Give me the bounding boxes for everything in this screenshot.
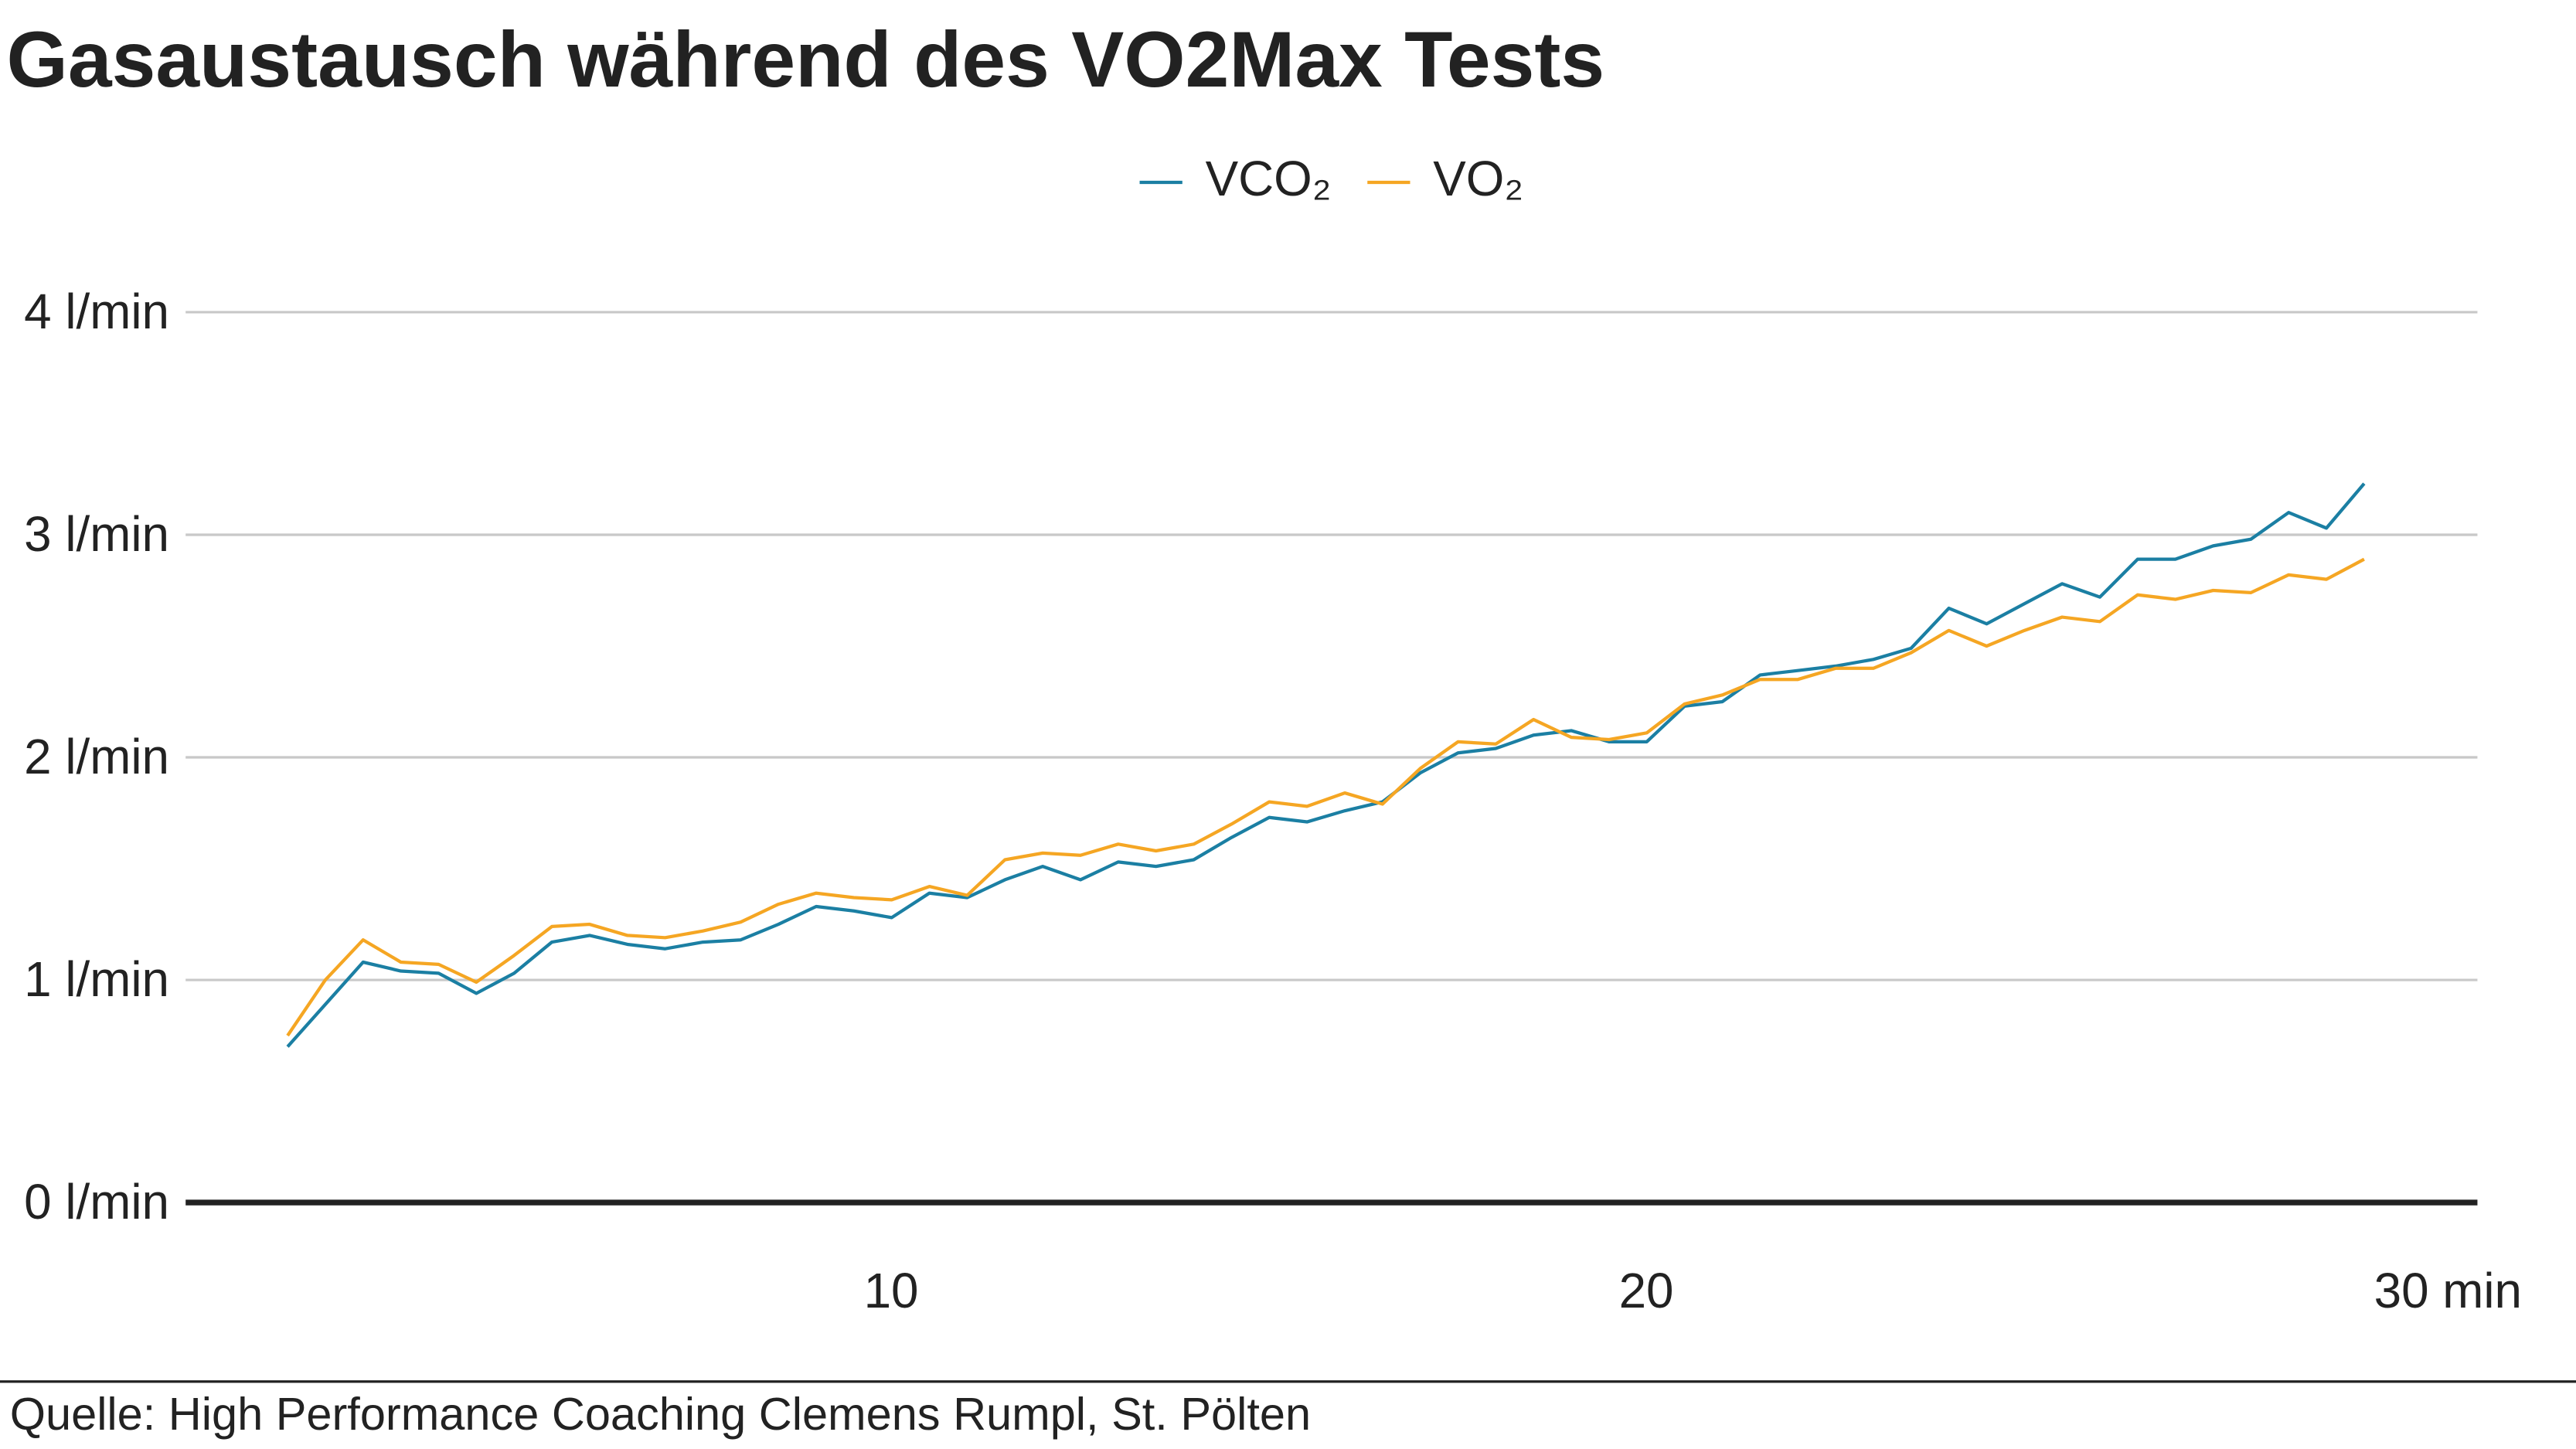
y-tick-label: 1 l/min <box>24 951 169 1007</box>
legend-label: VO₂ <box>1433 151 1523 206</box>
source: Quelle: High Performance Coaching Clemen… <box>10 1388 1311 1440</box>
x-tick-label: 20 <box>1619 1263 1674 1318</box>
legend-label: VCO₂ <box>1206 151 1332 206</box>
y-tick-label: 4 l/min <box>24 284 169 339</box>
x-tick-label: 10 <box>864 1263 919 1318</box>
series-line <box>286 557 2365 1037</box>
y-tick-label: 3 l/min <box>24 506 169 562</box>
chart-title: Gasaustausch während des VO2Max Tests <box>7 15 1605 104</box>
y-tick-label: 0 l/min <box>24 1174 169 1230</box>
x-tick-label: 30 min <box>2374 1263 2522 1318</box>
y-tick-label: 2 l/min <box>24 729 169 784</box>
series-line <box>286 482 2366 1048</box>
